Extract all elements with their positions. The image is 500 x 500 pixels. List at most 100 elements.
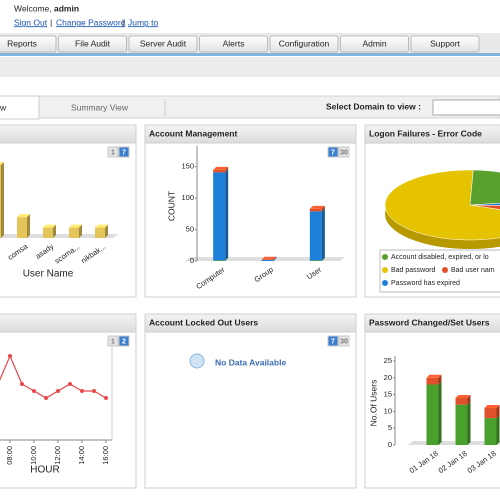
legend-label: Password has expired xyxy=(391,280,460,287)
point xyxy=(32,389,36,393)
toggle-button[interactable] xyxy=(327,146,339,158)
user-name: admin xyxy=(54,3,79,13)
toggle-label[interactable]: 1 xyxy=(111,338,115,345)
toggle-label[interactable]: 7 xyxy=(331,149,335,156)
point xyxy=(68,382,72,386)
tab-label[interactable]: Support xyxy=(430,38,460,48)
widget-title: Account Locked Out Users xyxy=(149,317,258,327)
toggle-button[interactable] xyxy=(118,146,130,158)
subtab[interactable]: Summary View xyxy=(71,102,129,112)
legend xyxy=(379,249,500,293)
widget-title: Logon Failures - Error Code xyxy=(369,128,482,138)
tab[interactable] xyxy=(199,35,268,53)
bar xyxy=(309,260,322,261)
bar xyxy=(309,208,322,212)
bar-side xyxy=(53,224,56,238)
bar-side xyxy=(321,208,325,261)
y-tick-label: 0 xyxy=(388,440,392,449)
legend-label: Bad user nam xyxy=(451,267,495,274)
toggle-label[interactable]: 7 xyxy=(122,149,126,156)
bar-side xyxy=(467,401,471,445)
tab-label[interactable]: Configuration xyxy=(279,38,330,48)
toggle-button[interactable] xyxy=(107,146,119,158)
legend-swatch xyxy=(382,267,388,273)
link[interactable]: Sign Out xyxy=(14,17,48,27)
bar-top xyxy=(69,224,82,228)
point xyxy=(80,389,84,393)
bar xyxy=(0,165,1,238)
x-axis-label: HOUR xyxy=(30,465,59,476)
domain-select[interactable] xyxy=(432,99,500,116)
tab[interactable] xyxy=(58,35,127,53)
toggle-button[interactable] xyxy=(338,335,350,347)
tab[interactable] xyxy=(269,35,339,53)
bar-side xyxy=(225,257,229,261)
tab[interactable] xyxy=(410,35,480,53)
tab[interactable] xyxy=(0,35,57,53)
bar xyxy=(426,384,439,445)
bar-top xyxy=(484,405,500,409)
tab-label[interactable]: Admin xyxy=(362,38,386,48)
y-tick-label: 20 xyxy=(384,373,392,382)
widget-header xyxy=(364,313,500,333)
bar xyxy=(213,260,226,261)
toggle-label[interactable]: 7 xyxy=(331,338,335,345)
welcome: Welcome, xyxy=(14,3,52,13)
bar-top xyxy=(455,394,471,398)
tab-label[interactable]: File Audit xyxy=(75,38,111,48)
bar-side xyxy=(438,381,442,445)
widget-title: Password Changed/Set Users xyxy=(369,317,490,327)
y-axis-label: No.Of Users xyxy=(368,380,378,427)
toggle-button[interactable] xyxy=(107,335,119,347)
separator: | xyxy=(122,17,124,27)
point xyxy=(44,396,48,400)
toggle-label[interactable]: 30 xyxy=(340,149,348,156)
toolbar xyxy=(0,57,500,77)
x-tick-label: 12:00 xyxy=(53,446,62,465)
toggle-label[interactable]: 2 xyxy=(122,338,126,345)
toggle-label[interactable]: 1 xyxy=(111,149,115,156)
tab-underline xyxy=(0,53,500,56)
tab[interactable] xyxy=(340,35,409,53)
y-tick-label: 10 xyxy=(384,406,392,415)
bar-side xyxy=(496,415,500,445)
tab-label[interactable]: Alerts xyxy=(223,38,245,48)
pie-slice xyxy=(384,169,500,241)
y-tick-label: 15 xyxy=(384,390,392,399)
bar-side xyxy=(321,205,325,212)
bar xyxy=(43,227,53,238)
x-tick-label: 08:00 xyxy=(5,446,14,465)
bar-side xyxy=(273,256,277,261)
pie-slice xyxy=(469,169,500,206)
bar xyxy=(309,211,322,261)
bar-side xyxy=(467,394,471,405)
toggle-button[interactable] xyxy=(327,335,339,347)
tab-label[interactable]: Server Audit xyxy=(140,38,187,48)
y-tick-label: 100 xyxy=(181,193,194,202)
message: No Data Available xyxy=(215,357,286,367)
subtab[interactable]: w xyxy=(0,102,7,112)
link[interactable]: Change Password xyxy=(56,17,126,27)
tab[interactable] xyxy=(128,35,198,53)
bar-side xyxy=(1,162,4,238)
tab-label[interactable]: Reports xyxy=(7,38,37,48)
point xyxy=(8,354,12,358)
bar-top xyxy=(213,166,229,170)
legend-swatch xyxy=(382,280,388,286)
toggle-label[interactable]: 30 xyxy=(340,338,348,345)
toggle-button[interactable] xyxy=(338,146,350,158)
bar-side xyxy=(105,224,108,238)
subtab-active[interactable] xyxy=(0,95,40,120)
y-tick-label: 25 xyxy=(384,356,392,365)
toggle-button[interactable] xyxy=(118,335,130,347)
legend-swatch xyxy=(382,254,388,260)
bar xyxy=(484,408,497,419)
bar-top xyxy=(17,214,30,218)
y-axis-label: COUNT xyxy=(166,191,176,221)
link[interactable]: Jump to xyxy=(128,17,159,27)
bar xyxy=(426,377,439,385)
bar xyxy=(213,169,226,173)
legend-label: Bad password xyxy=(391,267,435,274)
point xyxy=(56,389,60,393)
legend-swatch xyxy=(442,267,448,273)
